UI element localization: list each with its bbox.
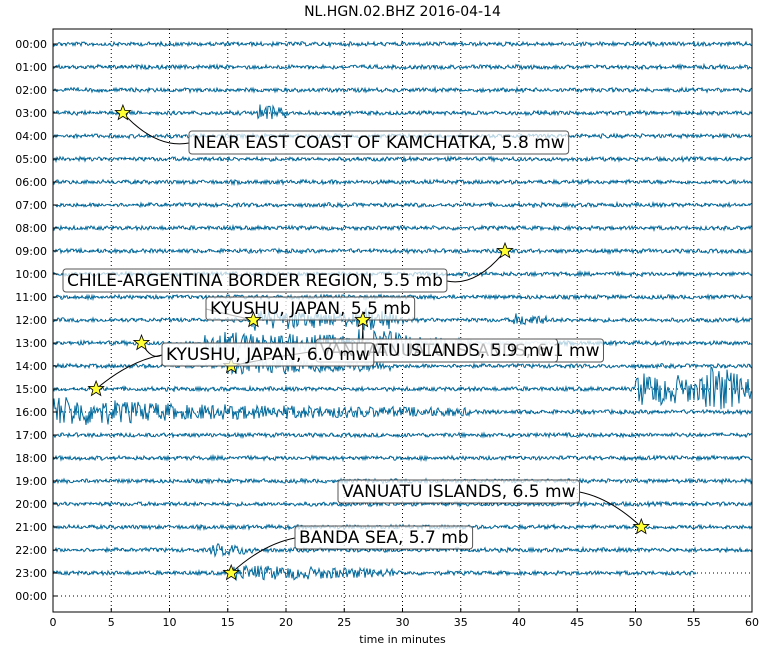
event-label: VANUATU ISLANDS, 5.9 mw xyxy=(320,341,554,361)
x-tick-label: 25 xyxy=(337,616,351,629)
x-tick-label: 20 xyxy=(279,616,293,629)
y-tick-label: 19:00 xyxy=(15,475,47,488)
trace-0300 xyxy=(52,104,753,120)
event-label: VANUATU ISLANDS, 6.5 mw xyxy=(342,482,576,502)
x-tick-label: 50 xyxy=(629,616,643,629)
y-tick-label: 23:00 xyxy=(15,567,47,580)
event-annotation: KYUSHU, JAPAN, 6.0 mw xyxy=(87,342,375,397)
event-annotation: VANUATU ISLANDS, 5.9 mw xyxy=(222,338,558,374)
x-axis-label: time in minutes xyxy=(359,633,446,646)
y-tick-label: 11:00 xyxy=(15,291,47,304)
event-annotation: NEAR EAST COAST OF KAMCHATKA, 5.8 mw xyxy=(114,103,570,155)
trace-0600 xyxy=(52,178,753,187)
y-tick-label: 21:00 xyxy=(15,521,47,534)
event-label: NEAR EAST COAST OF KAMCHATKA, 5.8 mw xyxy=(193,133,565,153)
event-label: CHILE-ARGENTINA BORDER REGION, 5.5 mb xyxy=(67,271,443,291)
trace-0500 xyxy=(52,154,753,164)
event-label: KYUSHU, JAPAN, 5.5 mb xyxy=(210,299,411,319)
y-tick-label: 16:00 xyxy=(15,406,47,419)
trace-0000 xyxy=(52,40,753,49)
trace-0700 xyxy=(52,200,753,209)
trace-2300 xyxy=(52,564,697,582)
y-tick-label: 00:00 xyxy=(15,38,47,51)
trace-1200 xyxy=(52,307,753,331)
event-label-box xyxy=(161,342,375,367)
event-label-box xyxy=(62,268,448,293)
y-tick-label: 09:00 xyxy=(15,245,47,258)
event-star-marker xyxy=(87,379,105,397)
trace-0900 xyxy=(52,246,753,255)
x-tick-label: 5 xyxy=(108,616,115,629)
y-tick-label: 08:00 xyxy=(15,222,47,235)
event-star-marker xyxy=(244,310,263,328)
event-connector xyxy=(230,537,296,574)
event-connector xyxy=(95,354,163,390)
event-label-box xyxy=(294,525,474,550)
y-tick-label: 02:00 xyxy=(15,84,47,97)
y-tick-label: 01:00 xyxy=(15,61,47,74)
y-tick-label: 17:00 xyxy=(15,429,47,442)
x-tick-label: 10 xyxy=(163,616,177,629)
y-tick-label: 06:00 xyxy=(15,176,47,189)
trace-0200 xyxy=(52,85,753,95)
x-tick-label: 60 xyxy=(745,616,759,629)
x-tick-label: 40 xyxy=(512,616,526,629)
y-tick-label: 18:00 xyxy=(15,452,47,465)
y-tick-label: 20:00 xyxy=(15,498,47,511)
y-tick-label: 00:00 xyxy=(15,590,47,603)
event-annotation: CHILE-ARGENTINA BORDER REGION, 5.5 mb xyxy=(62,241,514,293)
x-tick-label: 55 xyxy=(687,616,701,629)
x-tick-label: 15 xyxy=(221,616,235,629)
x-tick-label: 35 xyxy=(454,616,468,629)
event-annotation: VANUATU ISLANDS, 6.5 mw xyxy=(337,479,650,535)
chart-title: NL.HGN.02.BHZ 2016-04-14 xyxy=(304,4,501,20)
y-tick-label: 07:00 xyxy=(15,199,47,212)
event-label-box xyxy=(188,130,570,155)
trace-1800 xyxy=(52,453,753,463)
y-tick-label: 14:00 xyxy=(15,360,47,373)
x-tick-label: 30 xyxy=(396,616,410,629)
y-tick-label: 13:00 xyxy=(15,337,47,350)
trace-1600 xyxy=(52,397,753,425)
event-connector xyxy=(579,491,642,528)
x-tick-label: 45 xyxy=(570,616,584,629)
event-annotation: BANDA SEA, 5.7 mb xyxy=(222,525,474,581)
y-tick-label: 12:00 xyxy=(15,314,47,327)
y-tick-label: 10:00 xyxy=(15,268,47,281)
trace-0800 xyxy=(52,223,753,232)
event-connector xyxy=(446,250,506,283)
trace-2200 xyxy=(52,542,753,558)
event-star-marker xyxy=(354,310,372,328)
y-tick-label: 22:00 xyxy=(15,544,47,557)
y-tick-label: 05:00 xyxy=(15,153,47,166)
event-annotations: NEAR EAST COAST OF KAMCHATKA, 5.8 mw CHIL… xyxy=(62,103,650,581)
event-label-box xyxy=(337,479,580,504)
event-connector xyxy=(122,112,190,145)
y-tick-label: 03:00 xyxy=(15,107,47,120)
event-star-marker xyxy=(114,103,132,121)
event-star-marker xyxy=(496,241,514,259)
trace-1700 xyxy=(52,431,753,439)
trace-0100 xyxy=(52,62,753,71)
axis-ticks: 0 5 10 15 20 25 30 35 40 45 50 55 60 00:00 01:00 02:00 0… xyxy=(15,38,759,629)
event-star-marker xyxy=(132,333,151,351)
event-label: BANDA SEA, 5.7 mb xyxy=(299,528,469,548)
y-tick-label: 04:00 xyxy=(15,130,47,143)
x-tick-label: 0 xyxy=(50,616,57,629)
event-star-marker xyxy=(632,517,650,535)
y-tick-label: 15:00 xyxy=(15,383,47,396)
event-label: KYUSHU, JAPAN, 6.0 mw xyxy=(166,345,370,365)
event-star-marker xyxy=(222,563,241,581)
trace-1500 xyxy=(52,365,753,410)
